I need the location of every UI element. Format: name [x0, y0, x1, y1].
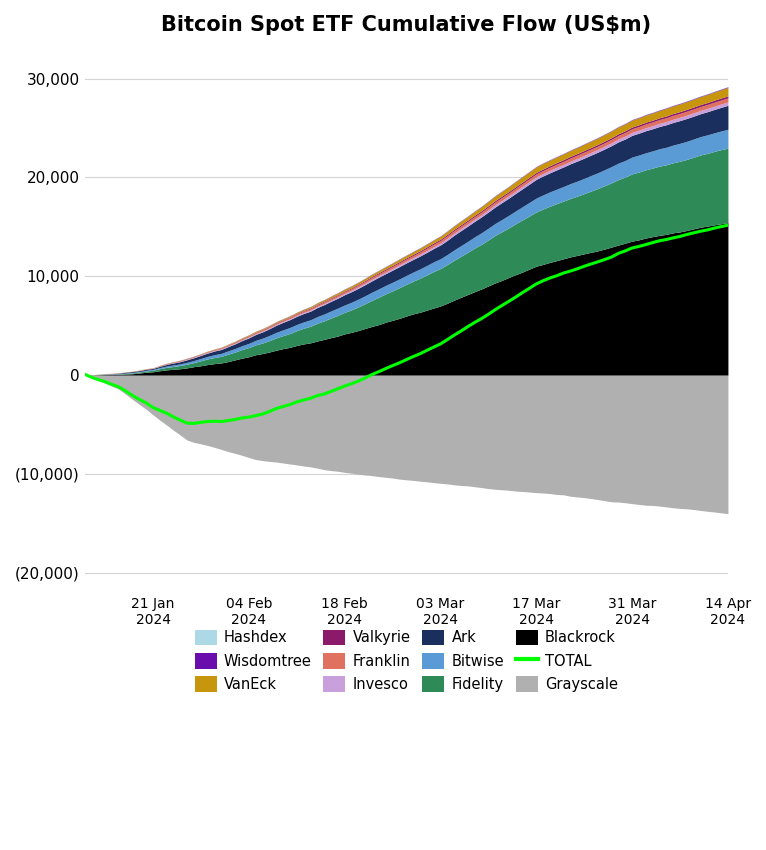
Title: Bitcoin Spot ETF Cumulative Flow (US$m): Bitcoin Spot ETF Cumulative Flow (US$m) [161, 15, 651, 35]
Legend: Hashdex, Wisdomtree, VanEck, Valkyrie, Franklin, Invesco, Ark, Bitwise, Fidelity: Hashdex, Wisdomtree, VanEck, Valkyrie, F… [195, 630, 618, 692]
